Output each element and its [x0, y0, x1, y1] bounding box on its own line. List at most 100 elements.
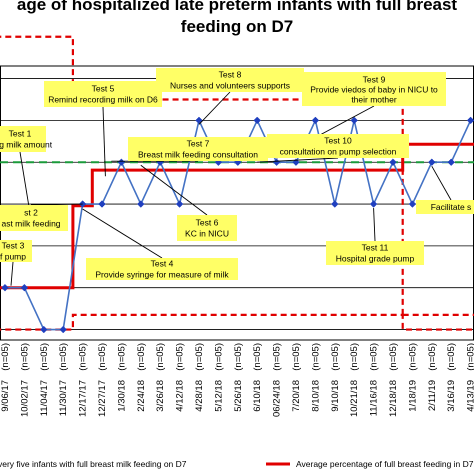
annotation-arrow [102, 106, 106, 177]
tick-label-date-15: 7/20/18 [291, 380, 302, 412]
data-point-13 [253, 116, 261, 125]
upper-control-limit-phase-3 [401, 78, 474, 317]
tick-label-date-21: 1/18/19 [407, 380, 418, 412]
tick-label-date-1: 10/02/17 [19, 380, 30, 417]
tick-label-n-19: (n=05) [369, 343, 380, 371]
tick-label-n-3: (n=05) [58, 343, 69, 371]
tick-label-date-17: 9/10/18 [330, 380, 341, 412]
annotation-text: Nurses and volunteers supports [170, 81, 290, 91]
tick-label-n-7: (n=05) [136, 343, 147, 371]
tick-label-date-13: 6/10/18 [252, 380, 263, 412]
annotation-text: Test 5 [92, 84, 115, 94]
data-point-3 [59, 325, 67, 334]
annotation-text: Test 6 [196, 218, 219, 228]
annotation-box [177, 215, 237, 241]
annotation-text: st 2 [24, 208, 38, 218]
data-point-15 [292, 158, 300, 166]
tick-label-n-21: (n=05) [407, 343, 418, 371]
tick-label-date-19: 11/16/18 [369, 380, 380, 416]
tick-label-n-5: (n=05) [97, 343, 108, 371]
tick-label-n-18: (n=05) [349, 343, 360, 371]
annotation-box [86, 258, 238, 280]
tick-label-n-11: (n=05) [213, 343, 224, 371]
annotation-text: Test 10 [324, 136, 352, 146]
annotation-box [44, 81, 162, 107]
tick-label-date-18: 10/21/18 [349, 380, 360, 417]
tick-label-n-15: (n=05) [291, 343, 302, 371]
tick-label-date-20: 12/18/18 [388, 380, 399, 417]
tick-label-date-6: 1/30/18 [116, 380, 127, 412]
data-point-16 [311, 116, 320, 125]
tick-label-date-7: 2/24/18 [136, 380, 147, 412]
annotation-box [326, 241, 424, 265]
annotation-text: Remind recording milk on D6 [48, 95, 158, 105]
data-point-18 [350, 116, 358, 125]
tick-label-n-24: (n=05) [466, 343, 474, 371]
data-point-2 [40, 325, 48, 334]
data-point-21 [408, 200, 417, 208]
data-point-23 [447, 158, 455, 166]
data-point-1 [20, 283, 29, 292]
tick-label-date-4: 12/17/17 [78, 380, 89, 417]
annotation-test6: Test 6KC in NICU [140, 164, 237, 241]
tick-label-date-10: 4/28/18 [194, 380, 205, 412]
annotation-text: Provide syringe for measure of milk [95, 270, 229, 280]
tick-label-date-12: 5/26/18 [233, 380, 244, 412]
annotation-text: f pump [0, 252, 26, 262]
tick-label-date-24: 4/13/19 [466, 380, 474, 412]
annotation-box [267, 134, 409, 158]
annotation-text: ast milk feeding [1, 219, 60, 229]
annotation-text: ding milk amount [0, 140, 53, 150]
annotation-arrow [198, 91, 231, 125]
series-layer [0, 116, 474, 334]
annotation-box [156, 68, 304, 92]
chart-title-line-2: feeding on D7 [180, 17, 294, 36]
annotation-text: Test 9 [363, 75, 386, 85]
tick-label-n-16: (n=05) [310, 343, 321, 371]
chart-title-line-1: age of hospitalized late preterm infants… [16, 0, 458, 14]
data-point-19 [369, 200, 378, 208]
annotation-text: their mother [351, 95, 397, 105]
annotation-test12: Facilitate s [416, 165, 474, 214]
annotation-test3: Test 3f pump [0, 240, 32, 286]
tick-label-date-14: 06/24/18 [272, 380, 283, 417]
data-point-11 [214, 158, 223, 166]
annotation-box [302, 72, 446, 106]
data-point-7 [137, 200, 145, 208]
data-point-10 [195, 116, 203, 125]
annotation-box [0, 126, 46, 152]
tick-label-date-16: 8/10/18 [310, 380, 321, 412]
tick-label-n-20: (n=05) [388, 343, 399, 371]
annotation-text: Test 4 [151, 259, 174, 269]
annotation-box [0, 205, 68, 231]
x-tick-layer: (n=05) 9/06/17 (n=05) 10/02/17 (n=05) 11/04/1… [0, 343, 474, 417]
tick-label-n-13: (n=05) [252, 343, 263, 371]
tick-label-n-22: (n=05) [427, 343, 438, 371]
annotation-text: Test 1 [9, 129, 32, 139]
tick-label-date-9: 4/12/18 [175, 380, 186, 412]
data-point-20 [389, 158, 397, 166]
tick-label-date-3: 11/30/17 [58, 380, 69, 416]
lower-control-limit [0, 313, 474, 331]
legend-entry-observed: very five infants with full breast milk … [0, 459, 187, 469]
tick-label-date-5: 12/27/17 [97, 380, 108, 417]
tick-label-date-2: 11/04/17 [39, 380, 50, 416]
annotation-text: Breast milk feeding consultation [138, 150, 258, 160]
data-point-6 [117, 158, 126, 166]
legend-entry-average: Average percentage of full breast feedin… [296, 459, 474, 469]
average-line [0, 142, 474, 290]
annotation-text: Test 7 [187, 139, 210, 149]
data-point-14 [272, 158, 281, 166]
tick-label-n-6: (n=05) [116, 343, 127, 371]
tick-label-n-2: (n=05) [39, 343, 50, 371]
tick-label-date-0: 9/06/17 [0, 380, 11, 412]
tick-label-n-1: (n=05) [19, 343, 30, 371]
